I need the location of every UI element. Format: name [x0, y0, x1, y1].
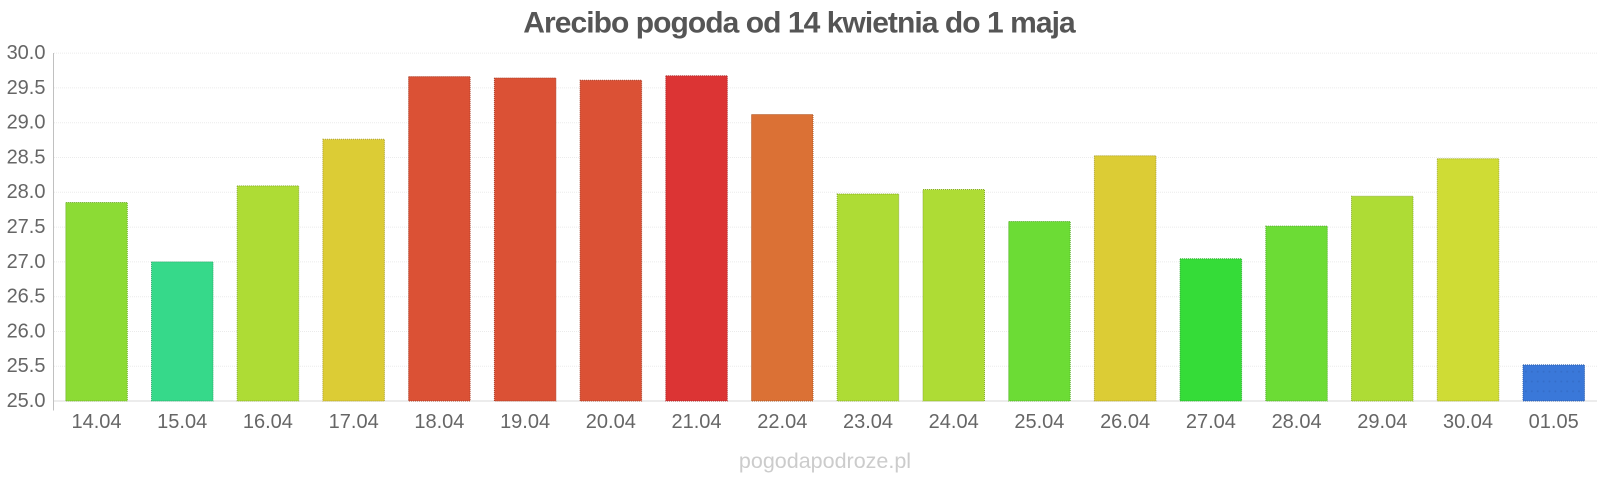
svg-text:19.04: 19.04 — [500, 411, 550, 433]
svg-text:pogodapodroze.pl: pogodapodroze.pl — [739, 449, 911, 473]
svg-text:30.04: 30.04 — [1443, 411, 1493, 433]
svg-text:28.04: 28.04 — [1272, 411, 1322, 433]
svg-text:25.5: 25.5 — [7, 355, 46, 377]
svg-text:30.0: 30.0 — [7, 42, 46, 64]
svg-text:22.04: 22.04 — [757, 411, 807, 433]
svg-text:29.0: 29.0 — [7, 112, 46, 134]
svg-text:27.5: 27.5 — [7, 216, 46, 238]
svg-text:27.04: 27.04 — [1186, 411, 1236, 433]
svg-text:18.04: 18.04 — [414, 411, 464, 433]
svg-text:20.04: 20.04 — [586, 411, 636, 433]
svg-text:29.04: 29.04 — [1357, 411, 1407, 433]
svg-text:14.04: 14.04 — [71, 411, 121, 433]
svg-text:25.0: 25.0 — [7, 390, 46, 412]
svg-text:16.04: 16.04 — [243, 411, 293, 433]
svg-text:28.5: 28.5 — [7, 146, 46, 168]
svg-text:25.04: 25.04 — [1014, 411, 1064, 433]
svg-text:21.04: 21.04 — [671, 411, 721, 433]
svg-text:24.04: 24.04 — [929, 411, 979, 433]
svg-text:28.0: 28.0 — [7, 181, 46, 203]
svg-text:26.5: 26.5 — [7, 286, 46, 308]
svg-text:26.0: 26.0 — [7, 320, 46, 342]
svg-text:15.04: 15.04 — [157, 411, 207, 433]
svg-text:23.04: 23.04 — [843, 411, 893, 433]
svg-text:27.0: 27.0 — [7, 251, 46, 273]
svg-text:29.5: 29.5 — [7, 77, 46, 99]
svg-text:Arecibo pogoda od 14 kwietnia: Arecibo pogoda od 14 kwietnia do 1 maja — [523, 7, 1076, 40]
svg-text:17.04: 17.04 — [329, 411, 379, 433]
svg-text:26.04: 26.04 — [1100, 411, 1150, 433]
svg-text:01.05: 01.05 — [1529, 411, 1579, 433]
